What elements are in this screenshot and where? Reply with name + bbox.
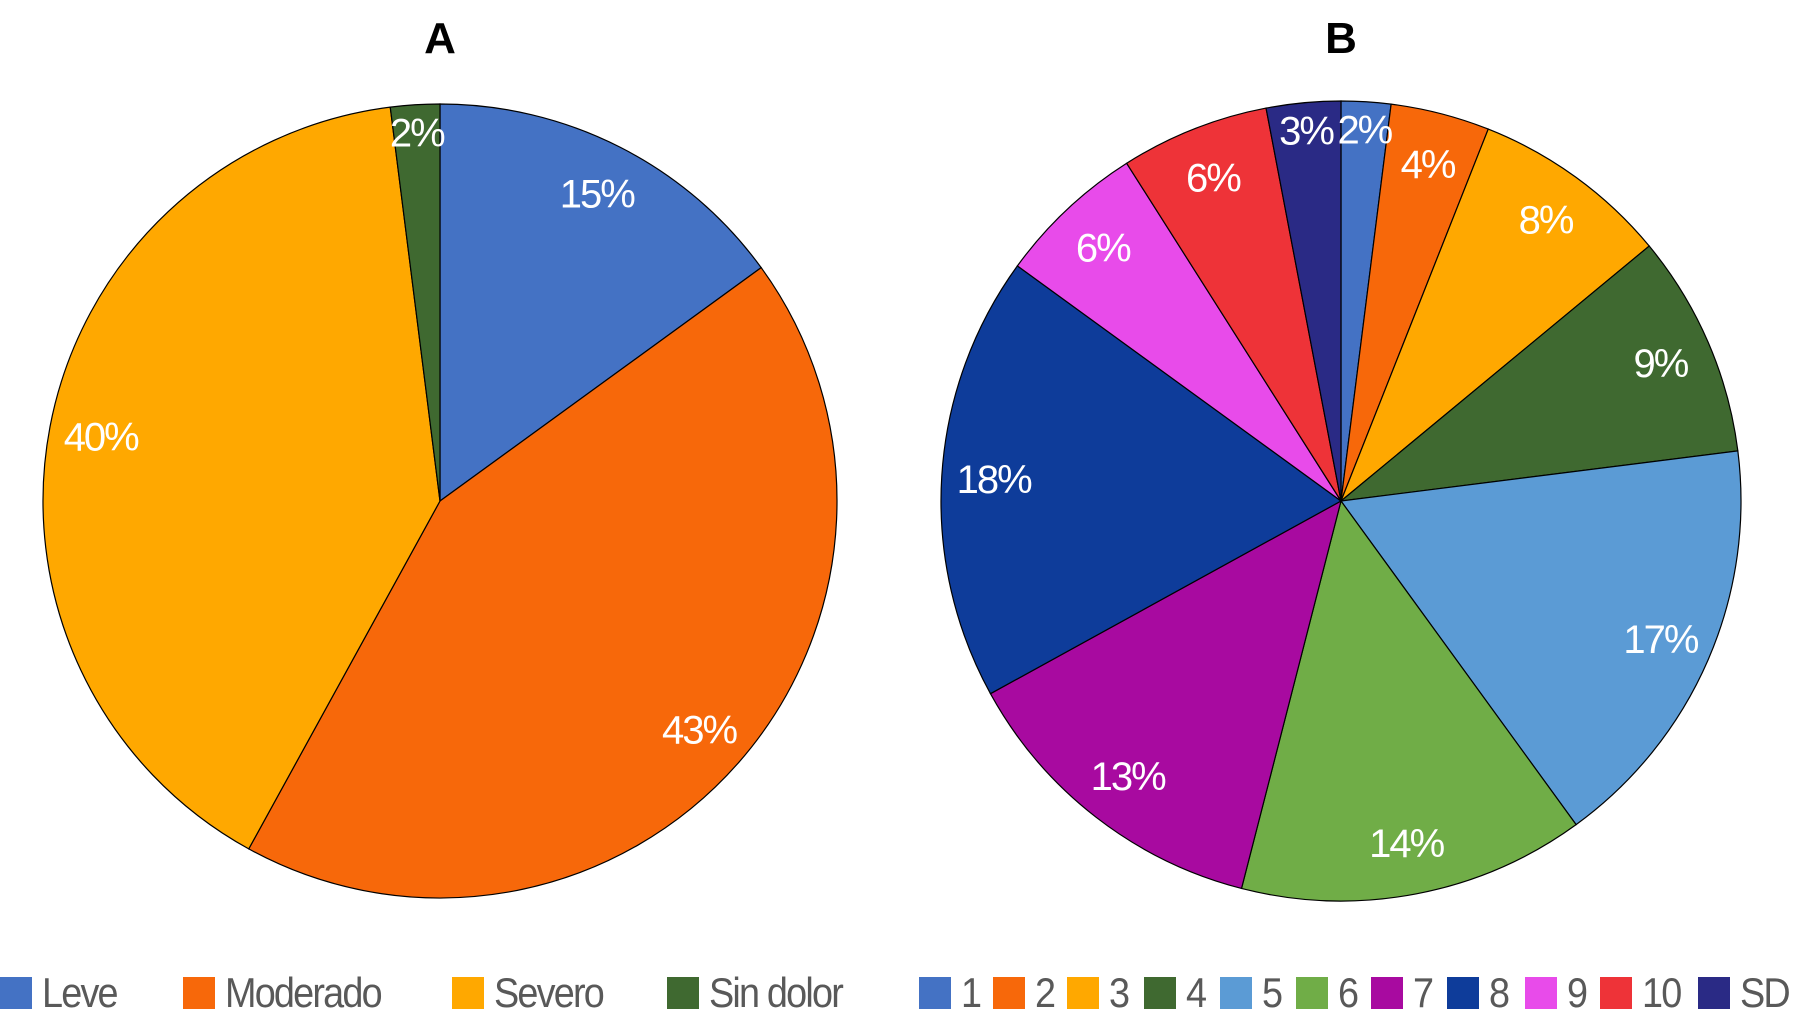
legend-item-b-3: 3	[1067, 968, 1130, 1018]
legend-item-b-sd: SD	[1698, 968, 1794, 1018]
legend-item-b-5: 5	[1220, 968, 1283, 1018]
legend-item-b-9: 9	[1525, 968, 1588, 1018]
legend-swatch	[667, 977, 699, 1009]
data-label-a-2: 40%	[64, 415, 139, 459]
legend-swatch	[1447, 977, 1479, 1009]
legend-swatch	[1067, 977, 1099, 1009]
data-label-a-0: 15%	[560, 172, 635, 216]
data-label-b-0: 2%	[1337, 109, 1392, 153]
legend-item-b-2: 2	[993, 968, 1056, 1018]
legend-label: Moderado	[225, 969, 383, 1016]
data-label-b-6: 13%	[1091, 755, 1166, 799]
legend-item-a-sin-dolor: Sin dolor	[667, 968, 857, 1018]
data-label-a-1: 43%	[662, 708, 737, 752]
legend-item-a-leve: Leve	[0, 968, 125, 1018]
legend-swatch	[1698, 977, 1730, 1009]
legend-label: 3	[1109, 969, 1130, 1016]
legend-label: 2	[1035, 969, 1056, 1016]
legend-swatch	[1296, 977, 1328, 1009]
legend-swatch	[452, 977, 484, 1009]
legend-swatch	[183, 977, 215, 1009]
legend-label: 1	[961, 969, 982, 1016]
slice-b-9	[1016, 162, 1342, 502]
data-label-b-7: 18%	[957, 458, 1032, 502]
legend-label: 6	[1338, 969, 1359, 1016]
data-label-b-10: 3%	[1279, 110, 1334, 154]
legend-label: 8	[1489, 969, 1510, 1016]
slice-b-5	[1339, 450, 1742, 826]
chart-a-title: A	[424, 14, 456, 63]
legend-item-a-moderado: Moderado	[183, 968, 398, 1018]
legend-item-a-severo: Severo	[452, 968, 615, 1018]
slice-b-8	[940, 265, 1343, 695]
slice-a-leve	[439, 103, 763, 503]
legend-label: Sin dolor	[709, 969, 844, 1016]
data-label-b-4: 17%	[1623, 618, 1698, 662]
legend-item-b-6: 6	[1296, 968, 1359, 1018]
slice-b-sd	[1265, 100, 1342, 502]
legend-swatch	[1600, 977, 1632, 1009]
legend-item-b-10: 10	[1600, 968, 1685, 1018]
data-label-b-2: 8%	[1519, 198, 1574, 242]
legend-swatch	[993, 977, 1025, 1009]
data-label-b-5: 14%	[1369, 822, 1444, 866]
legend-label: 10	[1642, 969, 1682, 1016]
legend-label: 7	[1413, 969, 1434, 1016]
data-label-b-3: 9%	[1633, 342, 1688, 386]
slice-b-10	[1125, 107, 1342, 502]
legend-item-b-7: 7	[1371, 968, 1434, 1018]
legend-item-b-1: 1	[919, 968, 982, 1018]
slice-b-3	[1340, 128, 1651, 502]
legend-label: 5	[1262, 969, 1283, 1016]
legend-label: 4	[1186, 969, 1207, 1016]
legend-label: SD	[1740, 969, 1791, 1016]
legend-swatch	[1371, 977, 1403, 1009]
slice-b-7	[989, 499, 1342, 890]
slice-a-sin-dolor	[389, 103, 441, 502]
slice-a-severo	[42, 106, 441, 850]
legend-item-b-4: 4	[1144, 968, 1207, 1018]
legend-swatch	[1525, 977, 1557, 1009]
legend-swatch	[1220, 977, 1252, 1009]
chart-b-title: B	[1325, 14, 1357, 63]
legend-swatch	[919, 977, 951, 1009]
legend-label: 9	[1567, 969, 1588, 1016]
data-label-b-8: 6%	[1076, 226, 1131, 270]
data-label-b-1: 4%	[1401, 143, 1456, 187]
data-label-b-9: 6%	[1186, 156, 1241, 200]
legend-swatch	[0, 977, 32, 1009]
legend-item-b-8: 8	[1447, 968, 1510, 1018]
legend-label: Leve	[42, 969, 119, 1016]
slice-a-moderado	[247, 266, 838, 899]
data-label-a-3: 2%	[390, 112, 445, 156]
slice-b-6	[1240, 499, 1577, 902]
legend-label: Severo	[494, 969, 605, 1016]
slice-b-4	[1339, 245, 1739, 502]
legend-swatch	[1144, 977, 1176, 1009]
